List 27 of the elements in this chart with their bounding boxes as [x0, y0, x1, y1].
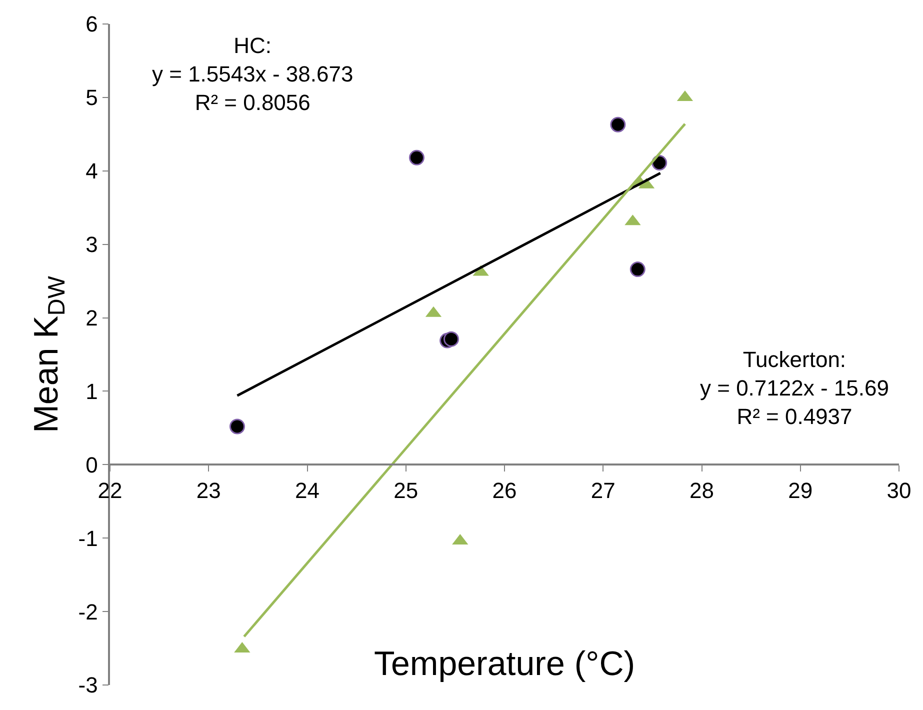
- x-tick-label: 22: [98, 478, 122, 503]
- y-tick-label: -1: [78, 526, 98, 551]
- x-tick-label: 26: [492, 478, 517, 503]
- x-tick-label: 28: [690, 478, 714, 503]
- x-tick-label: 30: [886, 478, 912, 503]
- y-tick-label: 5: [86, 85, 98, 110]
- y-tick-label: 6: [86, 12, 98, 37]
- y-tick-label: 4: [86, 158, 98, 184]
- point: [630, 262, 646, 278]
- x-tick-label: 29: [788, 478, 813, 503]
- y-tick-label: 2: [86, 305, 98, 330]
- point: [443, 331, 459, 347]
- x-axis-title: Temperature (°C): [374, 645, 636, 683]
- y-tick-label: 3: [86, 232, 98, 258]
- point: [229, 418, 245, 434]
- y-tick-label: 1: [86, 378, 98, 404]
- y-tick-label: -2: [78, 599, 98, 624]
- x-tick-label: 23: [196, 478, 221, 503]
- y-tick-label: 0: [86, 452, 98, 478]
- x-tick-label: 25: [394, 478, 418, 503]
- y-tick-label: -3: [78, 672, 98, 698]
- annotation: HC: y = 1.5543x - 38.673 R² = 0.8056: [152, 33, 354, 116]
- x-tick-label: 27: [590, 478, 616, 503]
- x-tick-label: 24: [295, 478, 320, 503]
- point: [408, 150, 424, 166]
- point: [610, 116, 626, 132]
- annotation: Tuckerton: y = 0.7122x - 15.69 R² = 0.4937: [700, 347, 889, 430]
